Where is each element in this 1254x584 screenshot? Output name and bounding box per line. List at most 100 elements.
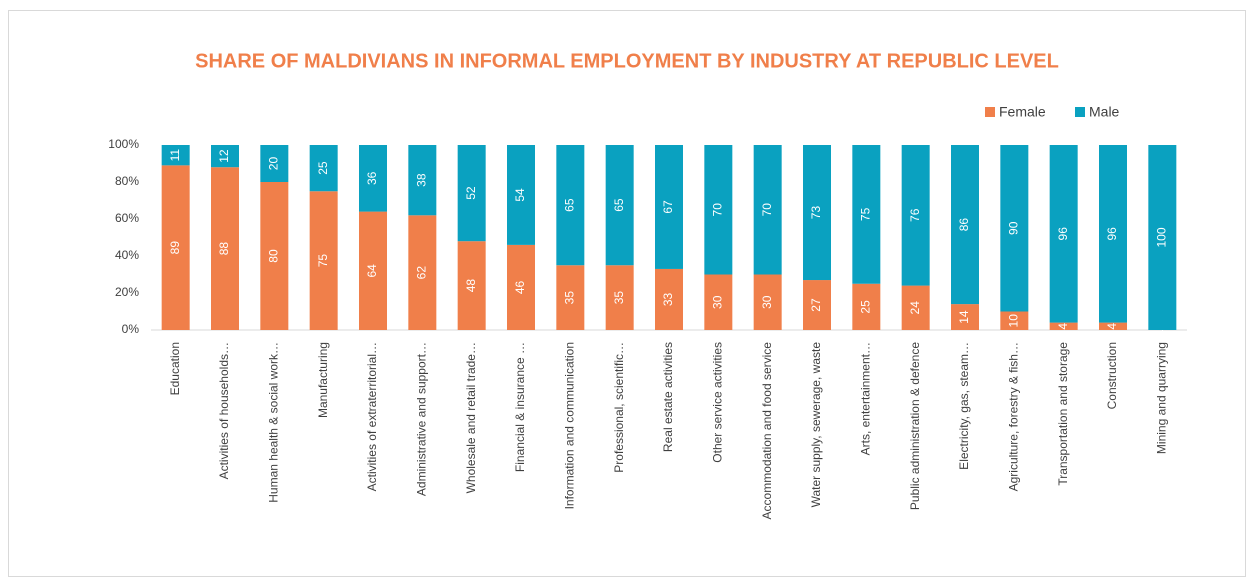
data-label: 88 (217, 242, 231, 256)
data-label: 24 (908, 301, 922, 315)
bar-segment (753, 145, 782, 275)
y-tick-label: 80% (115, 174, 139, 188)
bar-segment (704, 274, 733, 330)
bar-segment (803, 280, 831, 330)
bar-segment (605, 265, 634, 330)
data-label: 65 (612, 198, 626, 212)
data-label: 11 (168, 149, 182, 162)
x-tick-label: Arts, entertainment… (859, 342, 873, 455)
data-label: 46 (513, 280, 527, 294)
data-label: 70 (711, 203, 725, 217)
x-tick-label: Transportation and storage (1056, 342, 1070, 486)
bar-segment (704, 145, 733, 275)
bar-segment (901, 285, 930, 330)
x-tick-label: Mining and quarrying (1155, 342, 1169, 454)
x-tick-label: Information and communication (563, 342, 577, 509)
data-label: 65 (563, 198, 577, 212)
bar-segment (359, 145, 387, 212)
bar-segment (507, 244, 535, 330)
data-label: 35 (612, 291, 626, 305)
x-tick-label: Accommodation and food service (760, 342, 774, 520)
data-label: 75 (859, 207, 873, 221)
x-tick-label: Professional, scientific… (612, 342, 626, 473)
bar-segment (161, 145, 190, 166)
data-label: 100 (1155, 227, 1169, 247)
data-label: 96 (1056, 227, 1070, 241)
bar-segment (901, 145, 930, 286)
bar-segment (852, 145, 881, 284)
bar-segment (852, 283, 881, 330)
bar-segment (408, 145, 437, 216)
bar-segment (1148, 145, 1177, 330)
bar-segment (260, 182, 289, 330)
x-tick-label: Financial & insurance … (513, 342, 527, 472)
data-label: 10 (1007, 314, 1021, 328)
bar-segment (1000, 311, 1029, 330)
data-label: 14 (957, 310, 971, 324)
bar-segment (1000, 145, 1029, 312)
x-tick-label: Manufacturing (316, 342, 330, 418)
y-tick-label: 60% (115, 211, 139, 225)
data-label: 76 (908, 208, 922, 222)
data-label: 25 (316, 161, 330, 175)
x-tick-label: Human health & social work… (267, 342, 281, 503)
data-label: 20 (267, 157, 281, 171)
data-label: 52 (464, 186, 478, 200)
bar-segment (408, 215, 437, 330)
x-tick-label: Public administration & defence (908, 342, 922, 510)
data-label: 86 (957, 218, 971, 232)
bar-segment (457, 241, 486, 330)
data-label: 64 (365, 264, 379, 278)
bar-segment (260, 145, 289, 182)
bar-segment (211, 145, 239, 168)
bar-segment (655, 145, 683, 269)
x-tick-label: Wholesale and retail trade… (464, 342, 478, 493)
bar-segment (1049, 322, 1078, 330)
data-label: 48 (464, 279, 478, 293)
x-tick-label: Other service activities (711, 342, 725, 463)
bar-segment (1099, 322, 1127, 330)
x-tick-label: Water supply, sewerage, waste (809, 342, 823, 508)
data-label: 36 (365, 171, 379, 185)
x-tick-label: Administrative and support… (415, 342, 429, 496)
bar-segment (161, 165, 190, 330)
x-tick-label: Activities of households… (217, 342, 231, 479)
bar-segment (457, 145, 486, 242)
bar-segment (507, 145, 535, 245)
bar-segment (556, 265, 585, 330)
data-label: 12 (217, 149, 231, 163)
data-label: 90 (1007, 221, 1021, 235)
data-label: 4 (1105, 323, 1119, 330)
bar-segment (359, 211, 387, 330)
bar-segment (556, 145, 585, 266)
y-tick-label: 20% (115, 285, 139, 299)
data-label: 38 (415, 173, 429, 187)
x-tick-label: Construction (1105, 342, 1119, 409)
x-tick-label: Agriculture, forestry & fish… (1007, 342, 1021, 491)
bar-segment (1099, 145, 1127, 323)
y-tick-label: 100% (108, 137, 139, 151)
x-tick-label: Electricity, gas, steam… (957, 342, 971, 470)
bar-segment (605, 145, 634, 266)
y-tick-label: 0% (122, 322, 140, 336)
y-tick-label: 40% (115, 248, 139, 262)
bar-segment (951, 145, 979, 305)
legend-swatch (985, 107, 995, 117)
x-tick-label: Real estate activities (661, 342, 675, 452)
bar-segment (1049, 145, 1078, 323)
x-tick-label: Activities of extraterritorial… (365, 342, 379, 491)
data-label: 25 (859, 300, 873, 314)
data-label: 33 (661, 292, 675, 306)
x-tick-label: Education (168, 342, 182, 395)
bar-segment (655, 268, 683, 330)
data-label: 96 (1105, 227, 1119, 241)
data-label: 54 (513, 188, 527, 202)
bar-segment (211, 167, 239, 330)
data-label: 30 (760, 295, 774, 309)
legend-swatch (1075, 107, 1085, 117)
chart-title: SHARE OF MALDIVIANS IN INFORMAL EMPLOYME… (195, 50, 1059, 72)
data-label: 80 (267, 249, 281, 263)
data-label: 70 (760, 203, 774, 217)
data-label: 4 (1056, 323, 1070, 330)
